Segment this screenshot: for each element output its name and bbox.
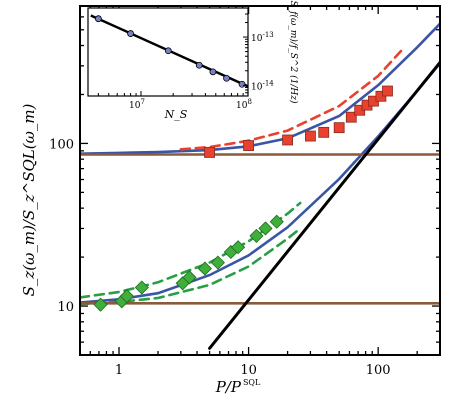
data-point-diamond: [197, 261, 212, 276]
y-tick-label: 10: [57, 300, 74, 315]
data-point-diamond: [210, 255, 226, 270]
data-point-diamond: [93, 297, 108, 312]
data-point-diamond: [182, 270, 197, 285]
data-point-square: [204, 147, 215, 158]
inset-data-point: [94, 15, 102, 23]
data-point-square: [318, 126, 330, 138]
x-tick-label: 10: [240, 363, 257, 378]
data-point-square: [282, 134, 293, 146]
inset-data-point: [223, 74, 230, 82]
data-point-diamond: [119, 289, 134, 304]
data-point-diamond: [258, 221, 273, 236]
data-point-square: [333, 122, 345, 134]
x-axis-label: P/P SQL: [215, 378, 261, 396]
inset-y-axis-label: S_f(ω_m)/f_S^2 (1/Hz): [288, 1, 299, 104]
data-point-diamond: [249, 228, 264, 243]
main-series-line-7: [208, 60, 440, 350]
inset-plot-series: [90, 14, 248, 88]
main-series-line-3: [80, 201, 302, 299]
x-tick-label: 100: [366, 363, 391, 378]
inset-y-tick-exponent: -14: [262, 79, 274, 87]
main-series-line-0: [80, 22, 440, 155]
x-axis-label-superscript: SQL: [243, 378, 261, 387]
inset-x-tick-exponent: 8: [247, 98, 251, 106]
inset-y-tick-exponent: -13: [262, 31, 273, 39]
main-plot-frame: [79, 5, 441, 356]
main-plot-series: [80, 22, 440, 350]
inset-data-point: [238, 80, 246, 88]
x-tick-label: 1: [115, 363, 123, 378]
inset-data-point: [195, 61, 203, 69]
data-point-diamond: [231, 240, 246, 255]
inset-data-point: [164, 47, 172, 55]
inset-x-axis-label: N_S: [164, 108, 188, 121]
data-point-square: [305, 130, 316, 142]
inset-data-point: [209, 68, 217, 76]
data-point-square: [345, 111, 357, 123]
y-axis-label: S_z(ω_m)/S_z^SQL(ω_m): [20, 103, 38, 296]
data-point-diamond: [269, 214, 284, 229]
inset-data-point: [127, 30, 134, 37]
y-tick-label: 100: [49, 137, 74, 152]
data-point-square: [382, 85, 393, 97]
data-point-diamond: [134, 280, 149, 295]
data-point-square: [243, 140, 254, 151]
main-plot-axes: 1 10 100 10 100: [49, 5, 441, 378]
inset-x-tick-exponent: 7: [140, 98, 144, 106]
